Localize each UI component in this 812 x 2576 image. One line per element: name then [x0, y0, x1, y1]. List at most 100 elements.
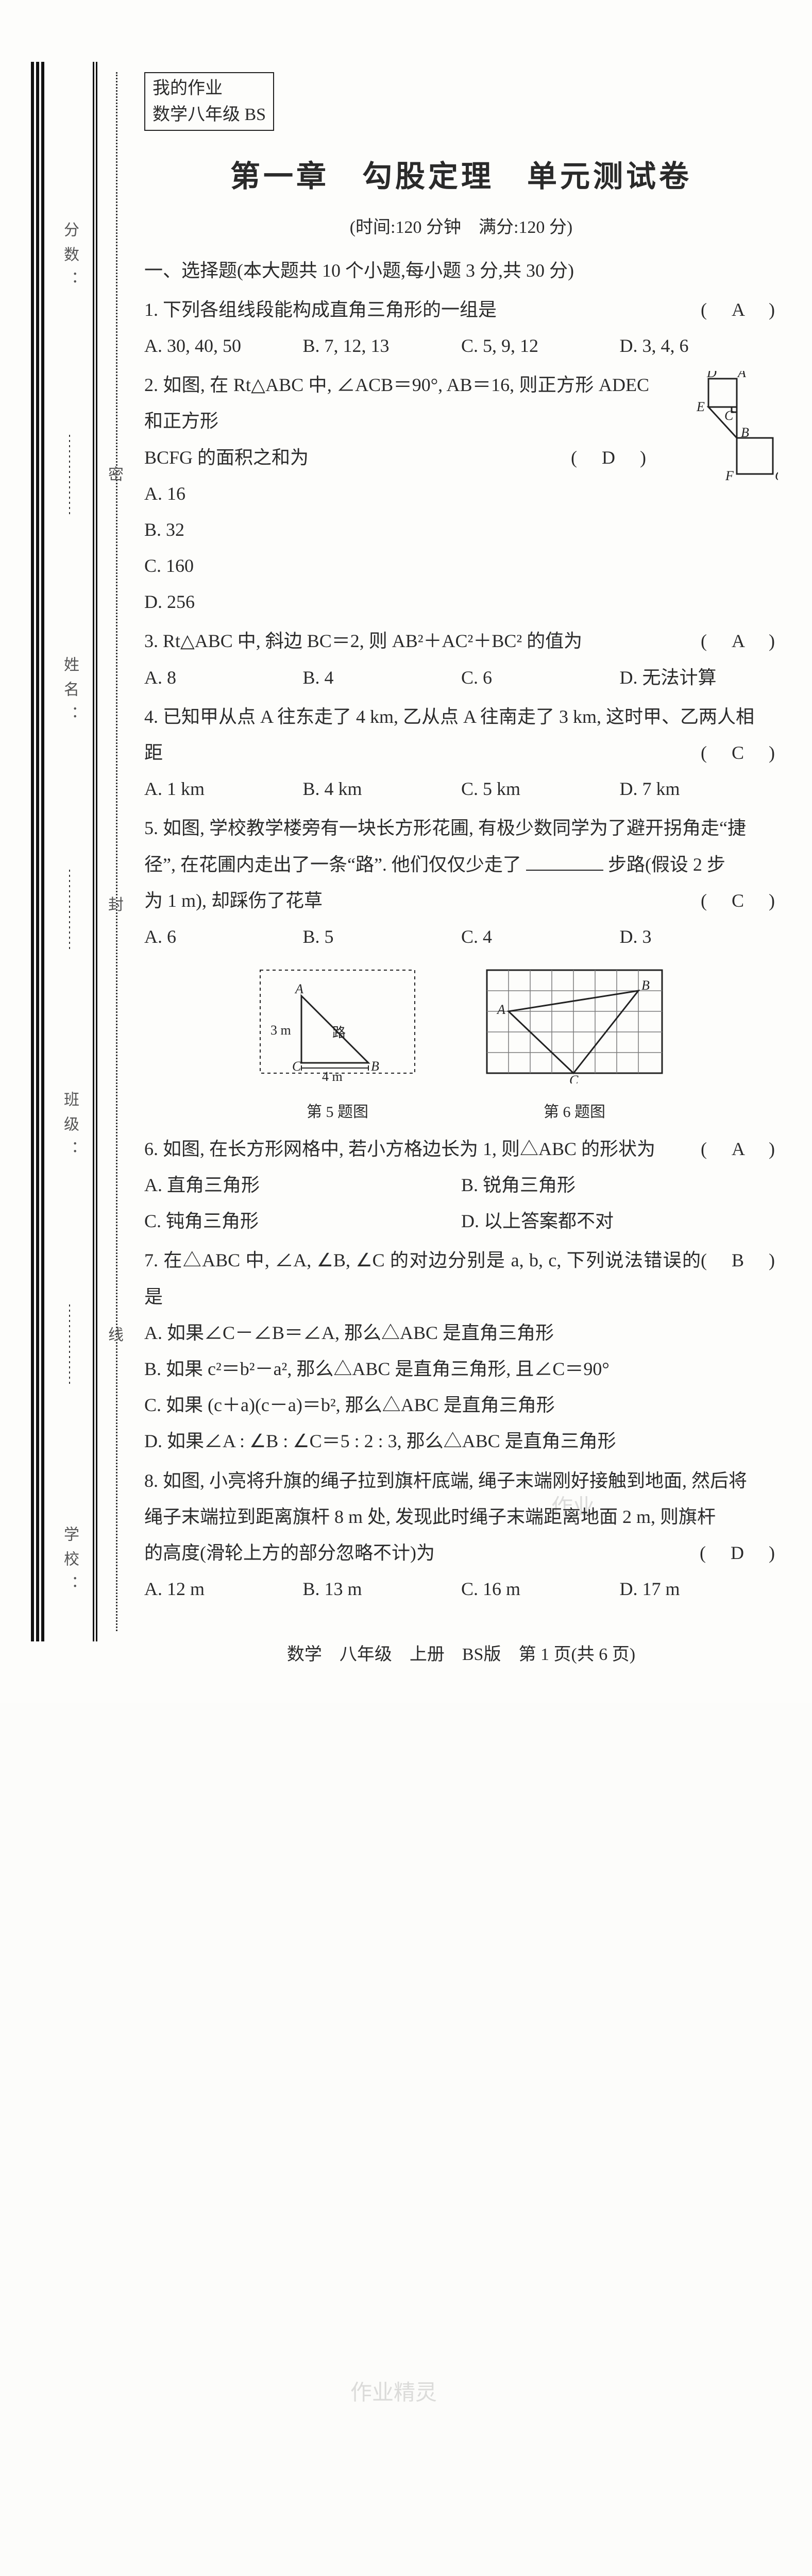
q2-opt-b: B. 32: [144, 512, 649, 548]
fig6-svg: A B C: [482, 965, 667, 1083]
q3-opt-b: B. 4: [303, 659, 462, 696]
q3-answer: ( A ): [701, 623, 778, 659]
q1-opt-a: A. 30, 40, 50: [144, 328, 303, 364]
q5-stem-a: 5. 如图, 学校教学楼旁有一块长方形花圃, 有极少数同学为了避开拐角走“捷: [144, 810, 778, 846]
f6-A: A: [496, 1002, 505, 1017]
q7-stem: 7. 在△ABC 中, ∠A, ∠B, ∠C 的对边分别是 a, b, c, 下…: [144, 1250, 701, 1307]
q2-opt-d: D. 256: [144, 584, 649, 620]
q4-stem-b: 距: [144, 742, 163, 763]
q7-opt-c: C. 如果 (c＋a)(c－a)＝b², 那么△ABC 是直角三角形: [144, 1387, 778, 1423]
q7-answer: ( B ): [701, 1242, 778, 1278]
q4-opt-c: C. 5 km: [461, 771, 620, 807]
fig6-caption: 第 6 题图: [482, 1097, 667, 1128]
q3-opt-c: C. 6: [461, 659, 620, 696]
q5-stem-b: 径”, 在花圃内走出了一条“路”. 他们仅仅少走了: [144, 854, 521, 875]
q1-opt-c: C. 5, 9, 12: [461, 328, 620, 364]
lbl-B: B: [741, 425, 749, 440]
lbl-A: A: [737, 371, 746, 380]
q7-opt-a: A. 如果∠C－∠B＝∠A, 那么△ABC 是直角三角形: [144, 1315, 778, 1351]
seal-label: 封: [108, 892, 124, 914]
q1-answer: ( A ): [701, 292, 778, 328]
q3-stem: 3. Rt△ABC 中, 斜边 BC＝2, 则 AB²＋AC²＋BC² 的值为: [144, 631, 582, 651]
q8-opt-b: B. 13 m: [303, 1571, 462, 1607]
f5-B: B: [371, 1059, 379, 1074]
q2-opt-a: A. 16: [144, 476, 649, 512]
question-5: 5. 如图, 学校教学楼旁有一块长方形花圃, 有极少数同学为了避开拐角走“捷 径…: [144, 810, 778, 1127]
q5-answer: ( C ): [701, 883, 778, 919]
q7-opt-b: B. 如果 c²＝b²－a², 那么△ABC 是直角三角形, 且∠C＝90°: [144, 1351, 778, 1387]
page: 学校： 班级： 姓名： 分数： 密 封 线 我的作业 数学八年级 BS 第一章 …: [0, 0, 812, 1703]
fig5-svg: A C B 路 3 m 4 m: [255, 965, 420, 1083]
q6-opt-d: D. 以上答案都不对: [461, 1203, 778, 1239]
q8-stem-c: 的高度(滑轮上方的部分忽略不计)为: [144, 1543, 435, 1563]
q3-opt-a: A. 8: [144, 659, 303, 696]
q4-stem-a: 4. 已知甲从点 A 往东走了 4 km, 乙从点 A 往南走了 3 km, 这…: [144, 699, 778, 735]
q4-opt-a: A. 1 km: [144, 771, 303, 807]
section-1-title: 一、选择题(本大题共 10 个小题,每小题 3 分,共 30 分): [144, 252, 778, 289]
q5-blank: [526, 852, 603, 871]
f6-C: C: [569, 1073, 579, 1083]
q1-options: A. 30, 40, 50 B. 7, 12, 13 C. 5, 9, 12 D…: [144, 328, 778, 364]
fig-5-wrap: A C B 路 3 m 4 m 第 5 题图: [255, 965, 420, 1128]
lbl-C: C: [724, 408, 734, 423]
q5-options: A. 6 B. 5 C. 4 D. 3: [144, 919, 778, 955]
binding-line: [69, 870, 70, 952]
question-8: 8. 如图, 小亮将升旗的绳子拉到旗杆底端, 绳子末端刚好接触到地面, 然后将 …: [144, 1463, 778, 1607]
binding-labels: 学校： 班级： 姓名： 分数：: [52, 222, 88, 1600]
q8-opt-c: C. 16 m: [461, 1571, 620, 1607]
f5-C: C: [292, 1059, 301, 1074]
q6-opt-c: C. 钝角三角形: [144, 1203, 461, 1239]
question-6: ( A ) 6. 如图, 在长方形网格中, 若小方格边长为 1, 则△ABC 的…: [144, 1131, 778, 1240]
left-rule-outer: [31, 62, 44, 1641]
q8-stem-b: 绳子末端拉到距离旗杆 8 m 处, 发现此时绳子末端距离地面 2 m, 则旗杆: [144, 1499, 778, 1535]
q1-opt-b: B. 7, 12, 13: [303, 328, 462, 364]
q4-opt-b: B. 4 km: [303, 771, 462, 807]
question-1: ( A ) 1. 下列各组线段能构成直角三角形的一组是 A. 30, 40, 5…: [144, 292, 778, 364]
q1-stem: 1. 下列各组线段能构成直角三角形的一组是: [144, 299, 497, 320]
q2-svg: D A E C B F G: [659, 371, 778, 489]
q2-figure: D A E C B F G: [659, 371, 778, 501]
q4-answer: ( C ): [701, 735, 778, 771]
question-7: ( B ) 7. 在△ABC 中, ∠A, ∠B, ∠C 的对边分别是 a, b…: [144, 1242, 778, 1459]
seal-labels: 密 封 线: [106, 258, 126, 1549]
seal-label: 密: [108, 462, 124, 484]
f5-h: 3 m: [270, 1023, 291, 1038]
question-3: ( A ) 3. Rt△ABC 中, 斜边 BC＝2, 则 AB²＋AC²＋BC…: [144, 623, 778, 695]
q1-opt-d: D. 3, 4, 6: [620, 328, 779, 364]
watermark: 作业精灵: [350, 2372, 437, 2415]
q5-opt-c: C. 4: [461, 919, 620, 955]
fig-6-wrap: A B C 第 6 题图: [482, 965, 667, 1128]
figure-row-5-6: A C B 路 3 m 4 m 第 5 题图: [144, 965, 778, 1128]
f5-A: A: [294, 981, 303, 996]
chapter-meta: (时间:120 分钟 满分:120 分): [144, 211, 778, 245]
q6-answer: ( A ): [701, 1131, 778, 1167]
q8-stem-a: 8. 如图, 小亮将升旗的绳子拉到旗杆底端, 绳子末端刚好接触到地面, 然后将: [144, 1463, 778, 1499]
lbl-F: F: [725, 468, 734, 483]
lbl-G: G: [775, 468, 778, 483]
q2-options: A. 16 B. 32 C. 160 D. 256: [144, 476, 649, 620]
content-area: 我的作业 数学八年级 BS 第一章 勾股定理 单元测试卷 (时间:120 分钟 …: [144, 72, 778, 1672]
q3-options: A. 8 B. 4 C. 6 D. 无法计算: [144, 659, 778, 696]
binding-label-school: 学校：: [58, 1526, 81, 1600]
left-rule-inner: [93, 62, 102, 1641]
q6-opt-a: A. 直角三角形: [144, 1167, 461, 1203]
q5-stem-d: 为 1 m), 却踩伤了花草: [144, 890, 323, 911]
q8-options: A. 12 m B. 13 m C. 16 m D. 17 m: [144, 1571, 778, 1607]
q7-options: A. 如果∠C－∠B＝∠A, 那么△ABC 是直角三角形 B. 如果 c²＝b²…: [144, 1315, 778, 1460]
q4-opt-d: D. 7 km: [620, 771, 779, 807]
q8-answer: ( D ): [700, 1535, 778, 1571]
q6-opt-b: B. 锐角三角形: [461, 1167, 778, 1203]
q2-stem-b: BCFG 的面积之和为: [144, 447, 309, 468]
chapter-title: 第一章 勾股定理 单元测试卷: [144, 147, 778, 206]
f5-lu: 路: [332, 1025, 346, 1040]
question-4: 4. 已知甲从点 A 往东走了 4 km, 乙从点 A 往南走了 3 km, 这…: [144, 699, 778, 807]
homework-box: 我的作业 数学八年级 BS: [144, 72, 274, 131]
q7-opt-d: D. 如果∠A : ∠B : ∠C＝5 : 2 : 3, 那么△ABC 是直角三…: [144, 1423, 778, 1459]
q8-opt-a: A. 12 m: [144, 1571, 303, 1607]
hw-line1: 我的作业: [153, 75, 266, 101]
fig5-caption: 第 5 题图: [255, 1097, 420, 1128]
q2-answer: ( D ): [571, 439, 649, 476]
binding-label-class: 班级：: [58, 1091, 81, 1165]
binding-label-name: 姓名：: [58, 656, 81, 731]
binding-label-score: 分数：: [58, 222, 81, 296]
